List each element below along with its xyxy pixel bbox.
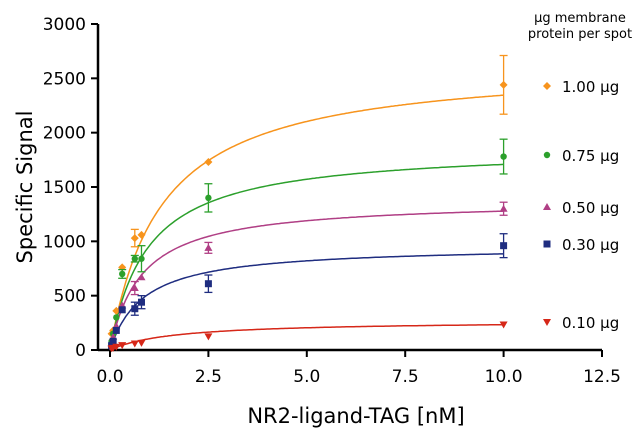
y-tick-label: 500 [54, 287, 86, 307]
legend: µg membrane protein per spot 1.00 µg 0.75… [528, 11, 632, 332]
data-point [204, 243, 213, 251]
legend-title-line-1: µg membrane [534, 11, 626, 26]
x-tick-label: 0.0 [96, 367, 123, 387]
data-point [130, 284, 139, 292]
data-point [499, 321, 508, 329]
data-point [112, 326, 120, 334]
y-axis-ticks: 0 500 1000 1500 2000 2500 3000 [43, 15, 98, 361]
data-point [500, 153, 507, 160]
data-point [138, 255, 145, 262]
x-axis-title: NR2-ligand-TAG [nM] [247, 404, 464, 428]
legend-marker [543, 151, 551, 159]
y-tick-label: 1000 [43, 232, 86, 252]
x-tick-label: 2.5 [195, 367, 222, 387]
legend-marker [543, 319, 551, 326]
x-tick-label: 7.5 [392, 367, 419, 387]
data-point [137, 339, 146, 347]
data-point [204, 280, 212, 288]
data-point [113, 314, 120, 321]
data-point [118, 306, 126, 314]
legend-label: 0.50 µg [562, 199, 619, 217]
legend-title-line-2: protein per spot [528, 27, 632, 42]
legend-label: 0.10 µg [562, 314, 619, 332]
y-tick-label: 3000 [43, 15, 86, 35]
y-tick-label: 0 [75, 341, 86, 361]
y-tick-label: 2500 [43, 69, 86, 89]
x-tick-label: 12.5 [583, 367, 621, 387]
legend-label: 1.00 µg [562, 78, 619, 96]
data-point [204, 333, 213, 341]
data-point [499, 204, 508, 212]
fit-curves [109, 94, 504, 351]
data-point [137, 273, 146, 281]
data-point [131, 255, 138, 262]
data-point [204, 158, 213, 167]
legend-label: 0.30 µg [562, 236, 619, 254]
data-point [130, 234, 139, 243]
data-point [499, 80, 508, 89]
y-axis-title: Specific Signal [13, 111, 37, 264]
data-point [112, 306, 121, 315]
x-axis-ticks: 0.0 2.5 5.0 7.5 10.0 12.5 [96, 350, 621, 387]
fit-curve [109, 323, 504, 351]
data-point [205, 194, 212, 202]
data-point [112, 343, 121, 351]
y-tick-label: 2000 [43, 124, 86, 144]
fit-curve [109, 210, 504, 351]
data-point [131, 305, 139, 313]
data-point [137, 298, 145, 306]
x-tick-label: 10.0 [485, 367, 523, 387]
axes: 0.0 2.5 5.0 7.5 10.0 12.5 0 500 1000 1500 2000 250… [43, 15, 621, 387]
fit-curve [109, 163, 504, 351]
legend-marker [543, 203, 551, 210]
data-point [137, 230, 146, 239]
data-point [109, 337, 117, 345]
x-tick-label: 5.0 [293, 367, 320, 387]
legend-label: 0.75 µg [562, 147, 619, 165]
fit-curve [109, 94, 504, 351]
fit-curve [109, 253, 504, 351]
data-point [118, 342, 127, 350]
data-point [119, 270, 126, 278]
legend-marker [543, 240, 551, 248]
data-points [107, 54, 508, 353]
legend-marker [543, 82, 551, 90]
legend-items: 1.00 µg 0.75 µg 0.50 µg 0.30 µg 0.10 µg [543, 78, 619, 332]
data-point [130, 340, 139, 348]
data-point [500, 242, 508, 250]
y-tick-label: 1500 [43, 178, 86, 198]
